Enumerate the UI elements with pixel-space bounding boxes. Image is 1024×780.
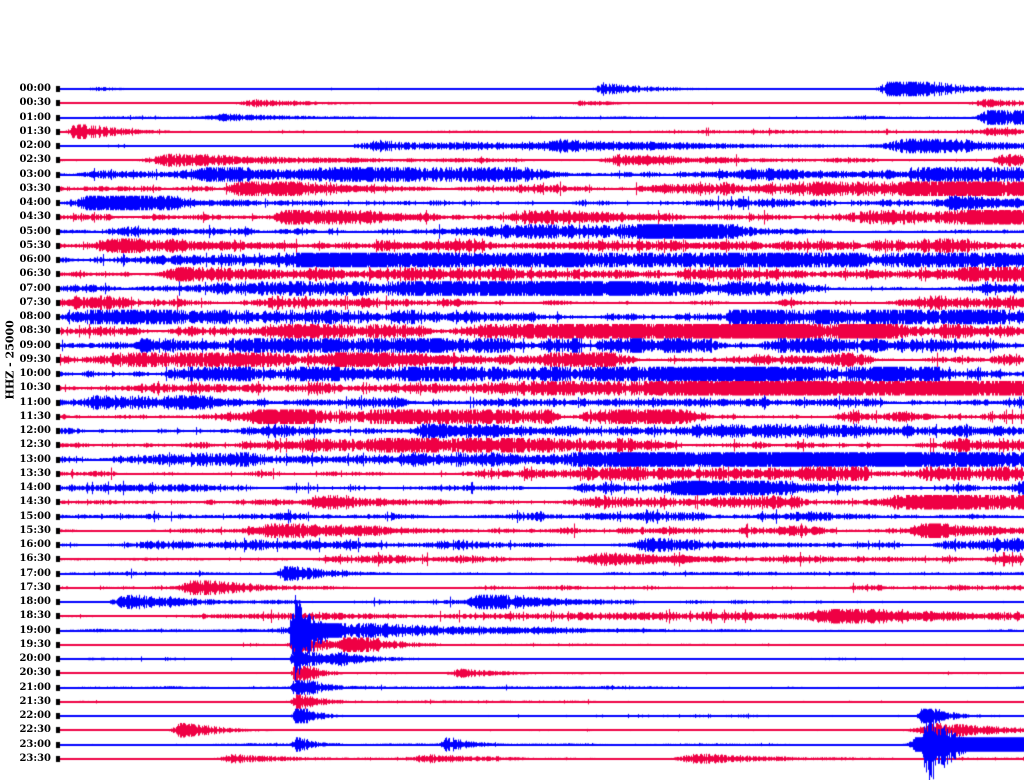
time-tick-label: 16:30 bbox=[19, 553, 51, 565]
time-tick-label: 06:00 bbox=[19, 254, 51, 265]
time-tick-label: 08:00 bbox=[19, 311, 51, 322]
time-tick-label: 01:30 bbox=[19, 125, 51, 137]
time-tick-label: 07:00 bbox=[19, 282, 51, 294]
time-tick-label: 05:30 bbox=[19, 239, 51, 251]
time-tick-label: 22:30 bbox=[19, 724, 51, 736]
time-tick-label: 09:00 bbox=[19, 339, 51, 351]
time-tick-label: 12:30 bbox=[19, 439, 51, 451]
time-tick-label: 01:00 bbox=[19, 111, 51, 123]
time-axis-tick-labels: 00:00 00:30 01:00 01:30 02:00 02:30 03:00 03:30… bbox=[0, 0, 60, 780]
time-tick-label: 19:30 bbox=[19, 638, 51, 650]
time-tick-label: 04:30 bbox=[19, 211, 51, 223]
time-tick-label: 09:30 bbox=[19, 353, 51, 365]
time-tick-label: 05:00 bbox=[19, 225, 51, 237]
time-tick-label: 23:30 bbox=[19, 752, 51, 764]
time-tick-label: 08:30 bbox=[19, 325, 51, 337]
time-tick-label: 15:30 bbox=[19, 524, 51, 536]
time-tick-label: 13:00 bbox=[19, 453, 51, 465]
time-tick-label: 21:00 bbox=[19, 681, 51, 693]
time-tick-label: 06:30 bbox=[19, 268, 51, 280]
time-tick-label: 11:00 bbox=[19, 396, 51, 408]
time-tick-label: 10:30 bbox=[19, 382, 51, 394]
time-tick-label: 20:30 bbox=[19, 667, 51, 679]
time-tick-label: 15:00 bbox=[19, 510, 51, 522]
time-tick-label: 02:30 bbox=[19, 154, 51, 166]
time-tick-label: 14:30 bbox=[19, 496, 51, 508]
time-tick-label: 00:30 bbox=[19, 97, 51, 109]
time-tick-label: 03:30 bbox=[19, 182, 51, 194]
time-tick-label: 16:00 bbox=[19, 539, 51, 550]
time-tick-label: 18:00 bbox=[19, 596, 51, 607]
time-tick-label: 19:00 bbox=[19, 624, 51, 636]
time-tick-label: 21:30 bbox=[19, 695, 51, 707]
time-tick-label: 13:30 bbox=[19, 467, 51, 479]
time-tick-label: 02:00 bbox=[19, 140, 51, 151]
time-tick-label: 00:00 bbox=[19, 83, 51, 94]
time-tick-label: 17:00 bbox=[19, 567, 51, 579]
time-tick-label: 20:00 bbox=[19, 653, 51, 664]
time-tick-label: 17:30 bbox=[19, 581, 51, 593]
time-tick-label: 11:30 bbox=[19, 410, 51, 422]
time-tick-label: 22:00 bbox=[19, 710, 51, 721]
time-tick-label: 23:00 bbox=[19, 738, 51, 750]
time-tick-label: 12:00 bbox=[19, 425, 51, 436]
time-tick-label: 10:00 bbox=[19, 368, 51, 379]
time-tick-label: 04:00 bbox=[19, 197, 51, 208]
time-tick-label: 18:30 bbox=[19, 610, 51, 622]
time-tick-label: 14:00 bbox=[19, 482, 51, 493]
time-tick-label: 07:30 bbox=[19, 296, 51, 308]
time-tick-label: 03:00 bbox=[19, 168, 51, 180]
